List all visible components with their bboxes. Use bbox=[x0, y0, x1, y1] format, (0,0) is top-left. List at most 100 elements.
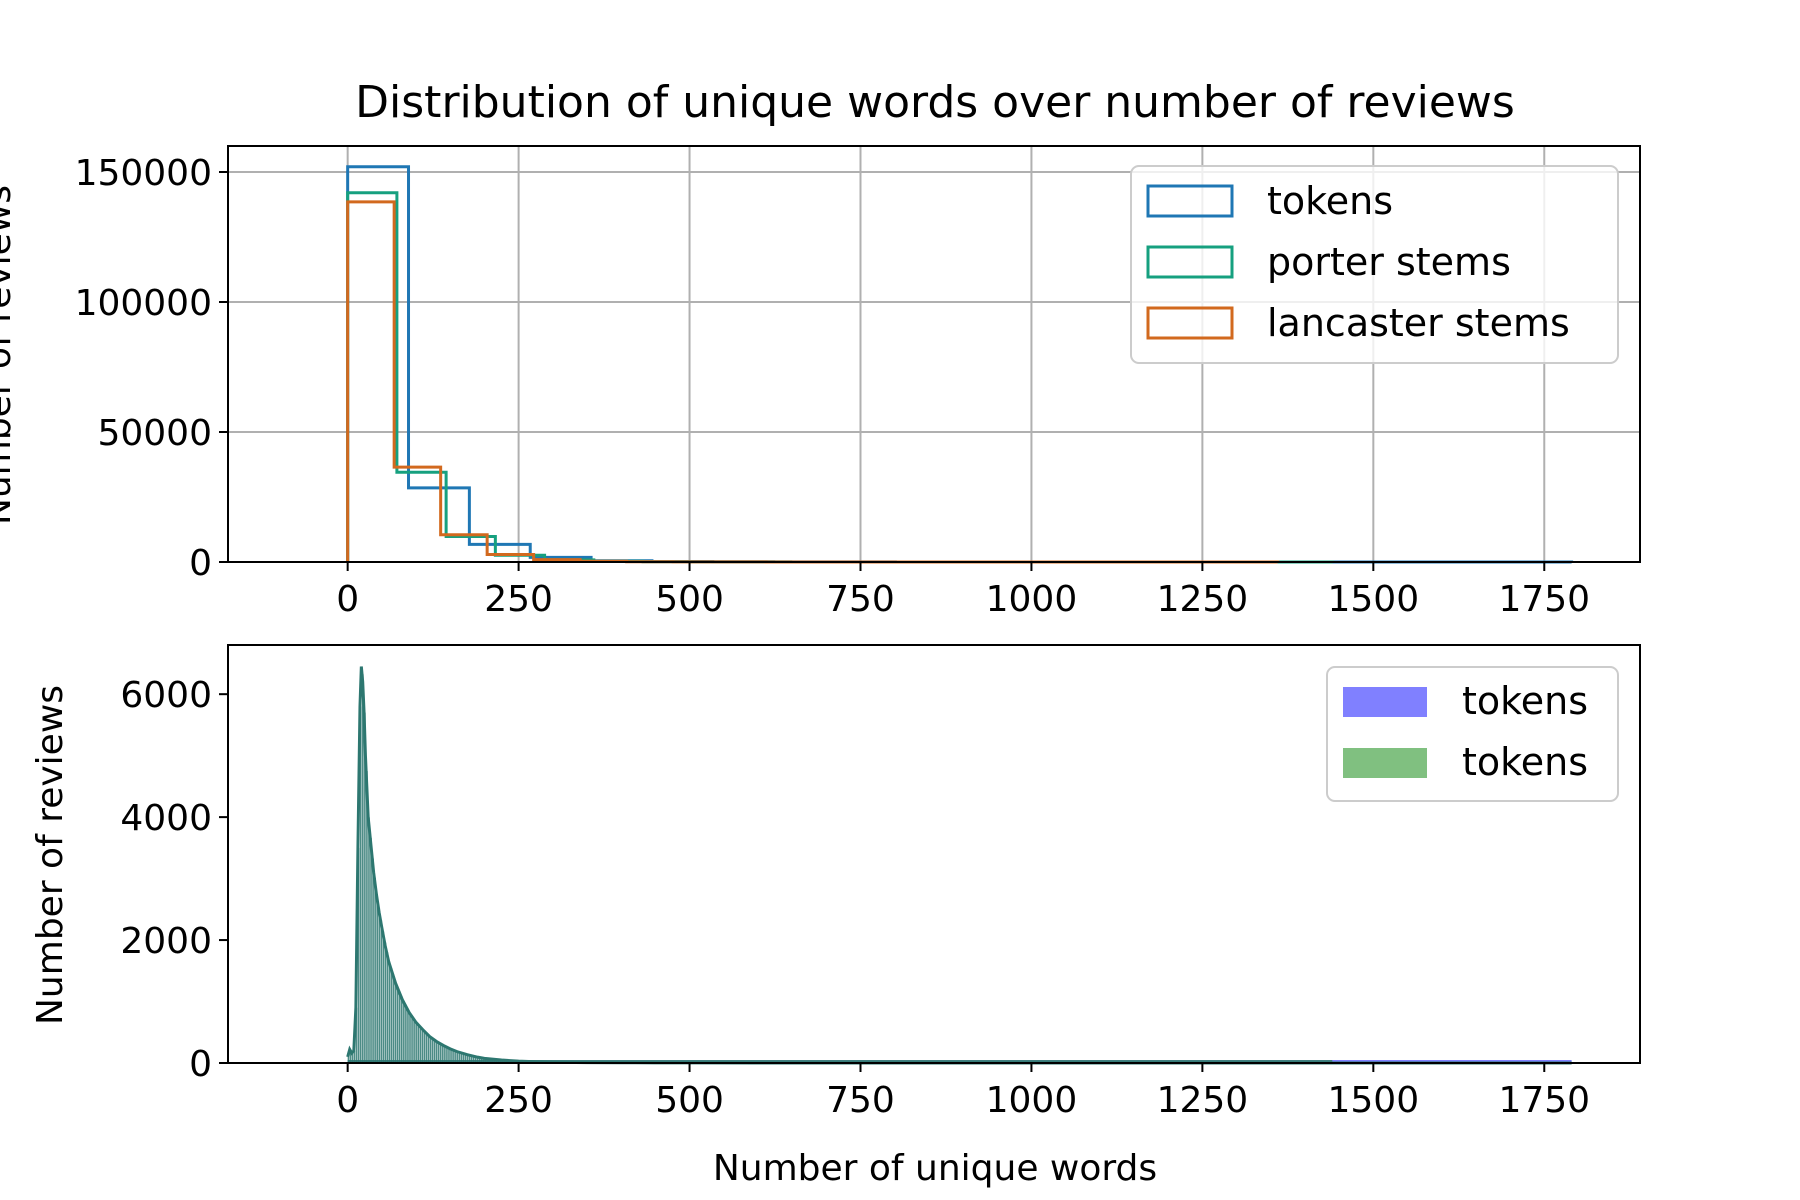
bottom-hist-bar bbox=[405, 1004, 407, 1063]
bottom-x-tick-label: 500 bbox=[655, 1080, 724, 1121]
legend-porter-label: porter stems bbox=[1267, 240, 1511, 284]
top-x-tick-label: 0 bbox=[336, 579, 359, 620]
bottom-hist-bar bbox=[458, 1052, 461, 1063]
bottom-hist-bar bbox=[452, 1049, 454, 1063]
bottom-hist-bar bbox=[353, 1050, 356, 1063]
bottom-x-tick-label: 750 bbox=[826, 1080, 895, 1121]
top-y-tick-label: 100000 bbox=[75, 283, 212, 324]
bottom-hist-bar bbox=[372, 858, 374, 1063]
bottom-hist-bar bbox=[388, 961, 391, 1063]
top-y-tick-label: 0 bbox=[189, 543, 212, 584]
top-x-tick-label: 750 bbox=[826, 579, 895, 620]
legend-porter-swatch bbox=[1146, 245, 1234, 279]
bottom-hist-bar bbox=[390, 968, 393, 1063]
bottom-hist-bar bbox=[466, 1054, 469, 1063]
bottom-hist-bar bbox=[483, 1058, 485, 1063]
bottom-hist-bar bbox=[454, 1050, 456, 1063]
bottom-hist-bar bbox=[476, 1056, 479, 1063]
top-axes-frame bbox=[227, 145, 1641, 563]
bottom-hist-bar bbox=[400, 996, 403, 1063]
bottom-axes-frame bbox=[227, 644, 1641, 1064]
bottom-hist-bar bbox=[470, 1055, 473, 1063]
top-chart-title: Distribution of unique words over number… bbox=[355, 77, 1515, 128]
bottom-hist-bar bbox=[355, 1007, 358, 1063]
bottom-hist-bar bbox=[413, 1018, 415, 1063]
bottom-hist-bar bbox=[439, 1043, 442, 1063]
bottom-y-tick-label: 2000 bbox=[120, 921, 212, 962]
top-legend: tokens porter stems lancaster stems bbox=[1130, 165, 1619, 364]
bottom-hist-bar bbox=[403, 1000, 405, 1063]
bottom-hist-bar bbox=[437, 1042, 440, 1063]
bottom-hist-bar bbox=[366, 771, 368, 1063]
bottom-x-tick-label: 1250 bbox=[1157, 1080, 1249, 1121]
bottom-hist-bar bbox=[427, 1034, 430, 1063]
bottom-x-tick-label: 250 bbox=[484, 1080, 553, 1121]
bottom-hist-bar bbox=[396, 986, 399, 1063]
legend-green-tokens-label: tokens bbox=[1462, 740, 1588, 784]
bottom-hist-bar bbox=[409, 1012, 411, 1063]
bottom-hist-bar bbox=[411, 1015, 413, 1063]
bottom-hist-bar bbox=[425, 1032, 428, 1063]
bottom-hist-bar bbox=[456, 1051, 458, 1063]
bottom-hist-bar bbox=[431, 1038, 434, 1063]
bottom-hist-bar bbox=[485, 1058, 487, 1063]
bottom-hist-bar bbox=[433, 1039, 436, 1063]
bottom-hist-bar bbox=[493, 1059, 495, 1063]
legend-tokens-label: tokens bbox=[1267, 179, 1393, 223]
bottom-hist-bar bbox=[442, 1044, 444, 1063]
bottom-x-axis-label: Number of unique words bbox=[713, 1148, 1157, 1189]
bottom-hist-bar bbox=[489, 1058, 491, 1063]
bottom-x-tick-label: 1500 bbox=[1328, 1080, 1420, 1121]
bottom-hist-bar bbox=[444, 1045, 446, 1063]
bottom-y-axis-label: Number of reviews bbox=[30, 685, 71, 1025]
top-x-tick-label: 1500 bbox=[1328, 579, 1420, 620]
bottom-hist-bar bbox=[374, 877, 376, 1063]
bottom-hist-bar bbox=[392, 974, 395, 1063]
bottom-hist-bar bbox=[347, 1056, 350, 1063]
legend-tokens-swatch bbox=[1146, 184, 1234, 218]
bottom-hist-bar bbox=[376, 893, 378, 1063]
top-y-axis-label: Number of reviews bbox=[0, 185, 19, 525]
bottom-hist-bar bbox=[380, 920, 383, 1063]
bottom-y-tick-label: 0 bbox=[189, 1044, 212, 1085]
bottom-hist-bar bbox=[460, 1052, 463, 1063]
bottom-hist-bar bbox=[415, 1021, 417, 1063]
bottom-hist-bar bbox=[364, 712, 366, 1063]
bottom-y-tick-label: 4000 bbox=[120, 798, 212, 839]
bottom-hist-bar bbox=[359, 706, 362, 1063]
bottom-hist-bar bbox=[450, 1048, 452, 1063]
bottom-hist-bar bbox=[394, 980, 397, 1063]
top-x-tick-label: 250 bbox=[484, 579, 553, 620]
top-x-tick-label: 1250 bbox=[1157, 579, 1249, 620]
bottom-hist-bar bbox=[497, 1059, 500, 1063]
top-y-tick-label: 50000 bbox=[97, 413, 212, 454]
bottom-tick-group: 0 250 500 750 1000 1250 1500 1750 0 2000 4000 6000 bbox=[120, 675, 1590, 1121]
bottom-hist-bar bbox=[429, 1036, 432, 1063]
bottom-hist-bar bbox=[480, 1057, 483, 1063]
bottom-hist-bar bbox=[468, 1055, 471, 1063]
legend-green-tokens-swatch bbox=[1343, 748, 1427, 778]
bottom-hist-bar bbox=[370, 837, 372, 1063]
bottom-hist-bar bbox=[478, 1057, 481, 1063]
bottom-hist-bar bbox=[446, 1046, 448, 1063]
bottom-hist-bar bbox=[491, 1059, 493, 1063]
bottom-histogram-axes: Number of reviews Number of unique words… bbox=[30, 644, 1641, 1189]
bottom-hist-bar bbox=[351, 1053, 354, 1063]
legend-blue-tokens-label: tokens bbox=[1462, 679, 1588, 723]
bottom-y-tick-label: 6000 bbox=[120, 675, 212, 716]
bottom-hist-bar bbox=[435, 1040, 438, 1063]
top-histogram-axes: Distribution of unique words over number… bbox=[0, 77, 1641, 620]
bottom-hist-bar bbox=[349, 1049, 352, 1063]
bottom-hist-bar bbox=[448, 1047, 450, 1063]
bottom-x-tick-label: 0 bbox=[336, 1080, 359, 1121]
legend-blue-tokens-swatch bbox=[1343, 687, 1427, 717]
bottom-hist-bar bbox=[464, 1053, 467, 1063]
bottom-hist-bar bbox=[362, 674, 364, 1063]
bottom-hist-bar bbox=[386, 952, 389, 1063]
bottom-hist-bar bbox=[419, 1026, 422, 1063]
bottom-hist-bar bbox=[423, 1030, 426, 1063]
bottom-hist-bar bbox=[495, 1059, 497, 1063]
top-x-tick-label: 1750 bbox=[1498, 579, 1590, 620]
bottom-legend: tokens tokens bbox=[1326, 666, 1619, 802]
bottom-hist-bar bbox=[417, 1023, 420, 1063]
